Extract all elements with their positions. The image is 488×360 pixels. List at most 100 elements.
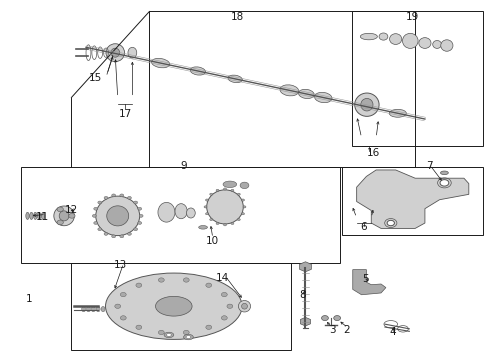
Text: 8: 8: [299, 291, 305, 301]
Polygon shape: [356, 170, 468, 228]
Ellipse shape: [203, 206, 206, 208]
Ellipse shape: [440, 40, 452, 51]
Ellipse shape: [205, 199, 208, 201]
Ellipse shape: [138, 221, 142, 224]
Text: 11: 11: [36, 212, 49, 221]
Ellipse shape: [101, 306, 105, 312]
Ellipse shape: [86, 306, 90, 312]
Text: 13: 13: [113, 260, 126, 270]
Ellipse shape: [440, 171, 447, 175]
Ellipse shape: [158, 330, 164, 334]
Ellipse shape: [402, 33, 417, 48]
Ellipse shape: [106, 44, 124, 62]
Bar: [351, 12, 483, 146]
Ellipse shape: [223, 188, 226, 190]
Ellipse shape: [120, 194, 123, 197]
Ellipse shape: [205, 213, 208, 215]
Ellipse shape: [128, 47, 137, 58]
Ellipse shape: [198, 226, 207, 229]
Ellipse shape: [127, 233, 131, 235]
Ellipse shape: [81, 306, 85, 312]
Ellipse shape: [216, 222, 219, 225]
Ellipse shape: [209, 193, 212, 195]
Ellipse shape: [241, 303, 247, 309]
Ellipse shape: [386, 220, 394, 226]
Ellipse shape: [183, 278, 189, 282]
Text: 3: 3: [328, 325, 335, 335]
Bar: [71, 263, 290, 350]
Ellipse shape: [360, 33, 377, 40]
Text: 19: 19: [405, 12, 419, 22]
Ellipse shape: [151, 58, 169, 68]
Ellipse shape: [120, 292, 126, 297]
Text: 17: 17: [118, 109, 131, 119]
Ellipse shape: [389, 34, 401, 44]
Text: 7: 7: [426, 161, 432, 171]
Ellipse shape: [59, 211, 69, 221]
Ellipse shape: [223, 224, 226, 226]
Ellipse shape: [439, 180, 448, 186]
Ellipse shape: [136, 283, 142, 287]
Text: 2: 2: [343, 325, 349, 335]
Ellipse shape: [92, 215, 96, 217]
Ellipse shape: [243, 206, 245, 208]
Polygon shape: [352, 270, 385, 295]
Text: 5: 5: [362, 274, 368, 284]
Ellipse shape: [34, 212, 37, 220]
Text: 16: 16: [366, 148, 380, 158]
Text: 14: 14: [216, 273, 229, 283]
Ellipse shape: [237, 219, 240, 221]
Ellipse shape: [183, 334, 193, 340]
Ellipse shape: [354, 93, 378, 116]
Ellipse shape: [226, 304, 232, 309]
Ellipse shape: [190, 67, 205, 75]
Text: 1: 1: [25, 294, 32, 304]
Ellipse shape: [115, 304, 121, 309]
Text: 12: 12: [64, 206, 78, 216]
Ellipse shape: [378, 33, 387, 40]
Ellipse shape: [98, 201, 102, 204]
Ellipse shape: [333, 316, 340, 320]
Ellipse shape: [186, 208, 195, 218]
Ellipse shape: [221, 316, 227, 320]
Ellipse shape: [127, 197, 131, 199]
Ellipse shape: [240, 182, 248, 189]
Ellipse shape: [158, 202, 175, 222]
Ellipse shape: [104, 233, 108, 235]
Text: 4: 4: [389, 327, 396, 337]
Ellipse shape: [166, 333, 171, 336]
Ellipse shape: [120, 235, 123, 238]
Text: 15: 15: [89, 73, 102, 83]
Ellipse shape: [314, 93, 331, 103]
Ellipse shape: [205, 325, 211, 329]
Ellipse shape: [98, 228, 102, 231]
Ellipse shape: [360, 98, 372, 111]
Ellipse shape: [96, 306, 100, 312]
Ellipse shape: [238, 301, 250, 312]
Ellipse shape: [221, 292, 227, 297]
Ellipse shape: [183, 330, 189, 334]
Ellipse shape: [54, 206, 74, 226]
Ellipse shape: [57, 220, 63, 225]
Ellipse shape: [111, 48, 120, 57]
Text: 6: 6: [360, 222, 366, 232]
Ellipse shape: [163, 332, 173, 338]
Ellipse shape: [155, 296, 192, 316]
Ellipse shape: [432, 41, 441, 48]
Ellipse shape: [133, 228, 137, 231]
Ellipse shape: [388, 109, 406, 117]
Ellipse shape: [241, 199, 244, 201]
Ellipse shape: [96, 196, 140, 235]
Ellipse shape: [26, 212, 29, 220]
Text: 10: 10: [206, 236, 219, 246]
Ellipse shape: [418, 38, 430, 48]
Ellipse shape: [120, 316, 126, 320]
Ellipse shape: [227, 75, 242, 83]
Ellipse shape: [105, 273, 242, 339]
Ellipse shape: [321, 316, 328, 320]
Bar: [341, 167, 483, 234]
Ellipse shape: [223, 181, 236, 188]
Ellipse shape: [94, 207, 98, 210]
Ellipse shape: [104, 197, 108, 199]
Ellipse shape: [205, 283, 211, 287]
